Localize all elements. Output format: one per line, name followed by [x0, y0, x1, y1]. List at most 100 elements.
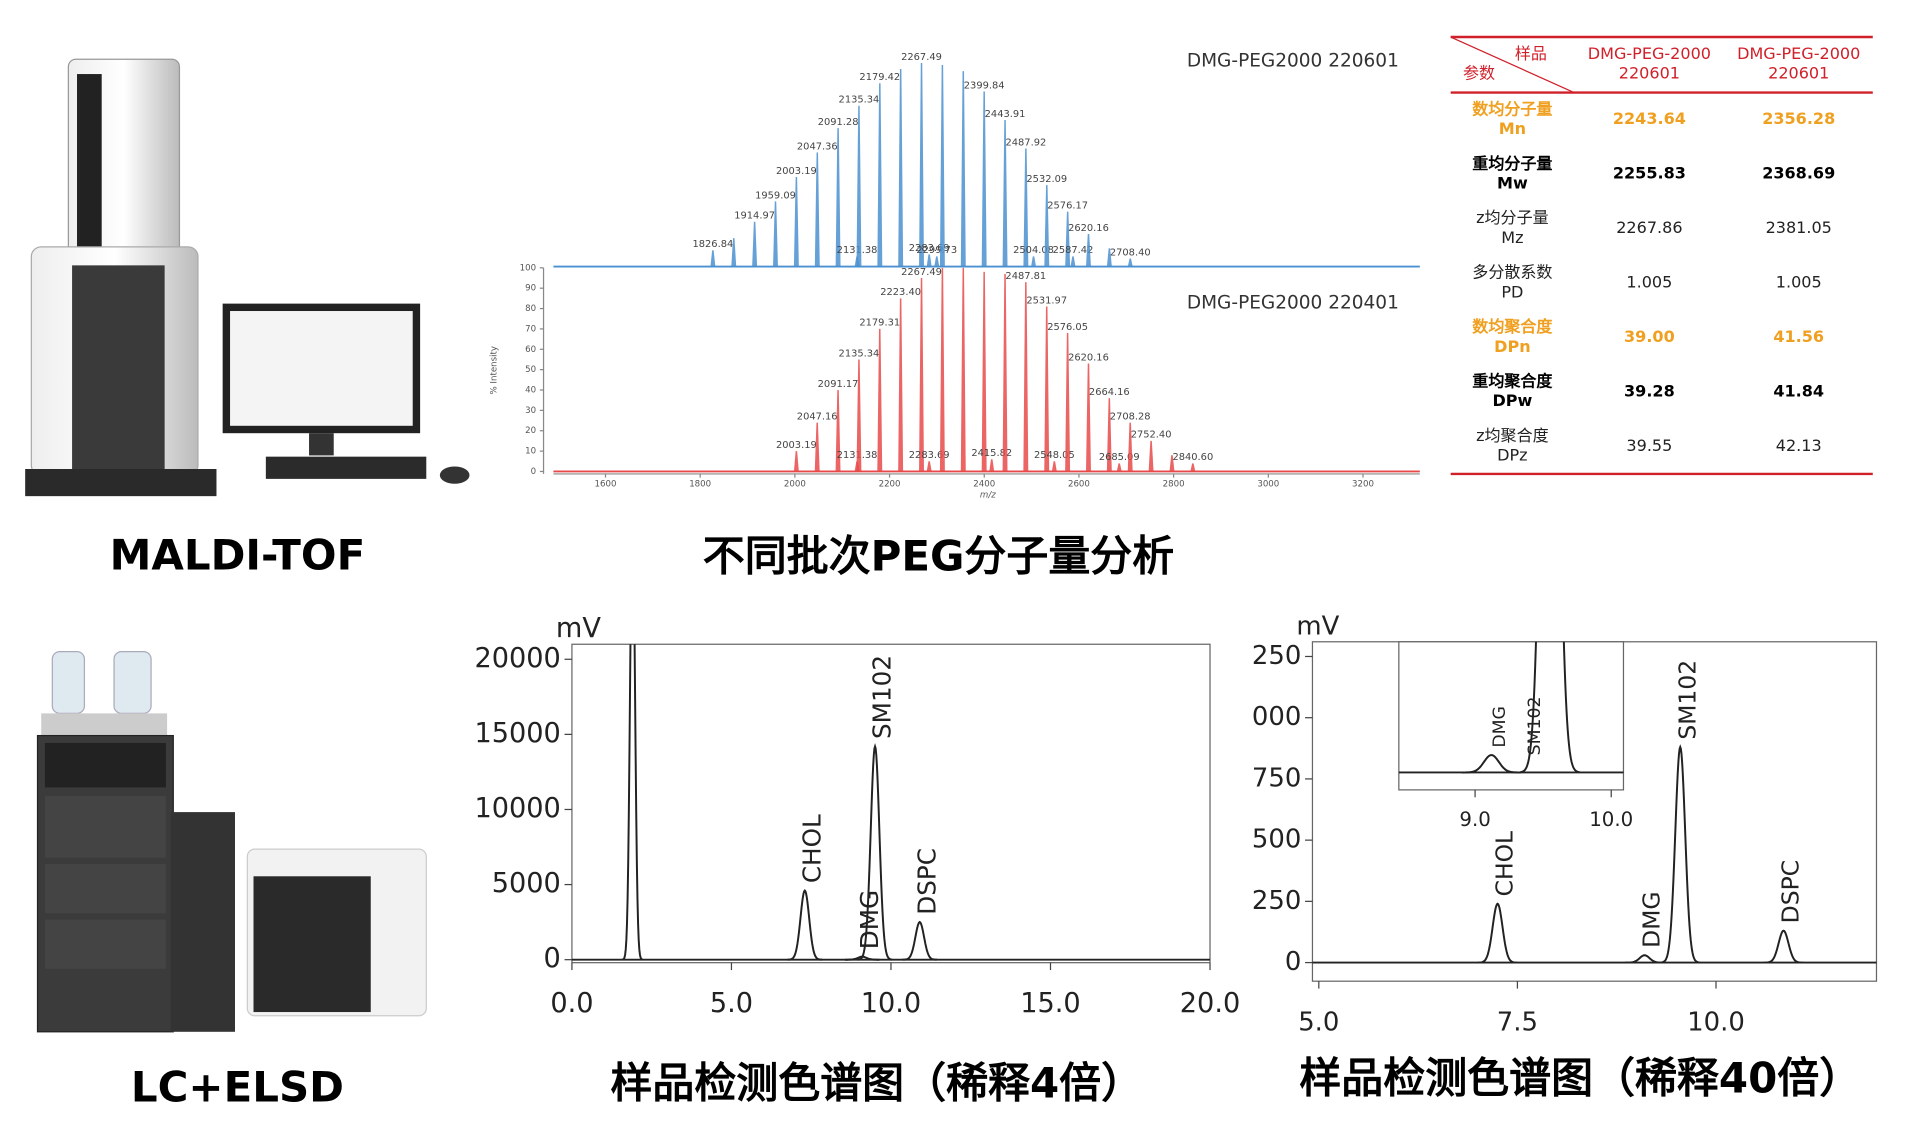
peak-label: 2504.08	[1013, 245, 1054, 256]
peak	[902, 920, 938, 961]
y-tick-label: 90	[525, 284, 536, 294]
x-tick-label: 3200	[1352, 479, 1374, 489]
row-name: 重均分子量	[1472, 154, 1552, 173]
trace	[1477, 744, 1804, 964]
table-header: 220601	[1768, 64, 1829, 83]
peak	[960, 71, 966, 267]
y-tick-label: 500	[1252, 825, 1301, 855]
peak	[1660, 744, 1701, 964]
peak-label: 2399.84	[964, 80, 1005, 91]
row-name: 重均聚合度	[1472, 371, 1553, 390]
y-tick-label: 250	[1252, 886, 1301, 916]
peak	[981, 91, 987, 267]
cell: 2356.28	[1762, 109, 1835, 128]
cell: 2368.69	[1762, 164, 1835, 183]
y-axis-label: mV	[1296, 611, 1339, 641]
row-name: 多分散系数	[1472, 263, 1552, 282]
peak	[960, 267, 966, 472]
row-name: z均分子量	[1476, 208, 1549, 227]
peak-label: 2003.19	[776, 440, 817, 451]
peak-label: 2135.34	[839, 348, 880, 359]
cell: 2267.86	[1616, 218, 1682, 237]
cell: 2381.05	[1766, 218, 1832, 237]
peak	[1065, 211, 1071, 267]
peak-label: 1959.09	[755, 190, 796, 201]
peak-label: 2587.42	[1053, 245, 1094, 256]
peak-label: 1826.84	[693, 239, 734, 250]
peak	[939, 64, 945, 267]
peak	[1190, 463, 1196, 472]
peak	[926, 254, 932, 267]
peak	[981, 271, 987, 472]
peak	[1169, 455, 1175, 472]
peak-label: DMG	[1490, 706, 1510, 748]
y-axis-label: % Intensity	[490, 346, 500, 394]
y-tick-label: 100	[520, 263, 536, 273]
y-tick-label: 000	[1252, 702, 1301, 732]
y-tick-label: 0	[531, 467, 537, 477]
peak-label: 2487.92	[1005, 137, 1046, 148]
cell: 2243.64	[1613, 109, 1686, 128]
trace	[1461, 641, 1580, 774]
peak	[731, 238, 737, 267]
x-tick-label: 3000	[1257, 479, 1279, 489]
peak	[939, 267, 945, 472]
peak-label: 2685.09	[1099, 452, 1140, 463]
peak	[1461, 754, 1522, 774]
row-name: DPz	[1497, 446, 1527, 465]
plot-frame	[1398, 641, 1625, 791]
cell: 1.005	[1776, 273, 1822, 292]
y-tick-label: 10000	[474, 793, 560, 824]
peak-label: 2179.31	[859, 318, 900, 329]
peak	[919, 278, 924, 472]
peak-label: 2664.16	[1089, 387, 1130, 398]
peak-label: 2708.28	[1110, 411, 1151, 422]
caption: 样品检测色谱图（稀释4倍）	[610, 1059, 1143, 1108]
peak-label: CHOL	[797, 814, 826, 883]
peak	[793, 176, 799, 267]
peak	[793, 451, 799, 472]
caption: 样品检测色谱图（稀释40倍）	[1299, 1054, 1861, 1103]
table-header: DMG-PEG-2000	[1588, 44, 1711, 63]
peak	[857, 742, 893, 961]
peak-label: 2708.40	[1110, 247, 1151, 258]
peak-label: 2283.69	[909, 450, 950, 461]
peak-label: 2487.81	[1005, 271, 1046, 282]
peak	[622, 644, 643, 961]
y-tick-label: 40	[525, 386, 536, 396]
peak-label: 2091.28	[818, 117, 859, 128]
peak-label: 2620.16	[1068, 352, 1109, 363]
peak	[898, 298, 904, 472]
peak	[835, 390, 841, 472]
peak-label: SM102	[1673, 660, 1701, 740]
x-tick-label: 2000	[784, 479, 806, 489]
peak-label: DSPC	[912, 848, 941, 915]
peak	[1002, 273, 1008, 472]
peak-label: 2752.40	[1131, 430, 1172, 441]
peak-label: SM102	[1525, 697, 1545, 756]
row-name: z均聚合度	[1476, 426, 1549, 445]
peak-label: 2283.69	[909, 243, 950, 254]
x-tick-label: 20.0	[1180, 988, 1240, 1019]
x-axis-label: m/z	[980, 490, 996, 500]
peak-label: 2135.34	[839, 95, 880, 106]
y-tick-label: 60	[525, 345, 536, 355]
peak-label: 2415.82	[971, 448, 1012, 459]
x-tick-label: 9.0	[1459, 808, 1490, 831]
peak-label: SM102	[868, 655, 897, 739]
row-name: DPn	[1494, 337, 1530, 356]
row-name: PD	[1501, 282, 1523, 301]
peak	[1106, 248, 1112, 267]
peak-label: 2267.49	[901, 267, 942, 278]
trace	[622, 644, 938, 961]
peak	[1086, 363, 1091, 472]
cell: 39.28	[1624, 381, 1675, 400]
x-tick-label: 10.0	[861, 988, 921, 1019]
cell: 41.56	[1773, 327, 1824, 346]
x-tick-label: 1600	[595, 479, 617, 489]
peak	[1127, 258, 1133, 267]
peak	[877, 328, 883, 472]
x-tick-label: 7.5	[1497, 1008, 1538, 1038]
y-tick-label: 250	[1252, 641, 1301, 671]
